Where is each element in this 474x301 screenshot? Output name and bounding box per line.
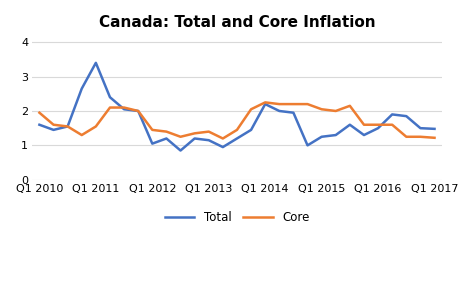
Total xyxy=(418,126,423,130)
Total xyxy=(305,144,310,147)
Total xyxy=(136,109,141,113)
Core xyxy=(164,130,169,133)
Total xyxy=(79,87,84,90)
Core xyxy=(36,111,42,114)
Total xyxy=(262,102,268,106)
Total xyxy=(248,128,254,132)
Total xyxy=(403,114,409,118)
Total xyxy=(361,133,367,137)
Total xyxy=(93,61,99,65)
Core xyxy=(93,125,99,128)
Core xyxy=(389,123,395,126)
Total xyxy=(51,128,56,132)
Legend: Total, Core: Total, Core xyxy=(160,206,314,229)
Total xyxy=(375,126,381,130)
Total xyxy=(206,138,211,142)
Total xyxy=(276,109,282,113)
Total xyxy=(36,123,42,126)
Core xyxy=(333,109,338,113)
Total xyxy=(164,137,169,140)
Total xyxy=(389,113,395,116)
Core xyxy=(121,106,127,109)
Core xyxy=(418,135,423,138)
Title: Canada: Total and Core Inflation: Canada: Total and Core Inflation xyxy=(99,15,375,30)
Core xyxy=(291,102,296,106)
Core xyxy=(361,123,367,126)
Total xyxy=(121,107,127,111)
Total xyxy=(107,95,113,99)
Core xyxy=(276,102,282,106)
Core xyxy=(305,102,310,106)
Total xyxy=(65,125,71,128)
Total xyxy=(149,142,155,145)
Line: Total: Total xyxy=(39,63,435,150)
Total xyxy=(220,145,226,149)
Core xyxy=(107,106,113,109)
Core xyxy=(220,137,226,140)
Line: Core: Core xyxy=(39,102,435,138)
Core xyxy=(262,101,268,104)
Core xyxy=(234,128,240,132)
Core xyxy=(319,107,325,111)
Total xyxy=(291,111,296,114)
Core xyxy=(79,133,84,137)
Core xyxy=(149,128,155,132)
Core xyxy=(65,125,71,128)
Core xyxy=(136,109,141,113)
Core xyxy=(206,130,211,133)
Core xyxy=(178,135,183,138)
Core xyxy=(403,135,409,138)
Total xyxy=(319,135,325,138)
Core xyxy=(248,107,254,111)
Total xyxy=(347,123,353,126)
Total xyxy=(192,137,198,140)
Total xyxy=(178,149,183,152)
Total xyxy=(432,127,438,131)
Core xyxy=(375,123,381,126)
Total xyxy=(333,133,338,137)
Core xyxy=(192,132,198,135)
Core xyxy=(432,136,438,140)
Total xyxy=(234,137,240,140)
Core xyxy=(51,123,56,126)
Core xyxy=(347,104,353,108)
